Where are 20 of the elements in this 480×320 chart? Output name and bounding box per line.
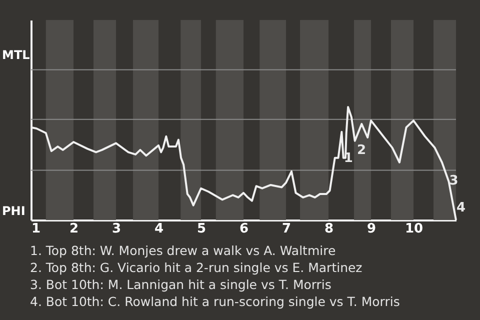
text: PHI	[2, 204, 26, 218]
x-tick-label: 3	[112, 222, 122, 236]
text: 4. Bot 10th: C. Rowland hit a run-scoring single vs T. Morris	[30, 293, 400, 310]
x-tick-label: 7	[282, 222, 292, 236]
annotation: 1	[344, 150, 353, 166]
x-tick-label: 1	[32, 222, 41, 236]
annotation: 4	[456, 200, 466, 216]
x-tick-label: 8	[324, 222, 334, 236]
x-tick-label: 10	[404, 222, 424, 236]
annotation: 3	[449, 173, 458, 188]
x-tick-label: 5	[196, 222, 206, 236]
x-tick-label: 6	[239, 222, 249, 236]
text: 2. Top 8th: G. Vicario hit a 2-run single vs E. Martinez	[30, 259, 364, 276]
x-tick-label: 2	[69, 222, 79, 236]
annotation: 2	[357, 142, 366, 158]
text: 1. Top 8th: W. Monjes drew a walk vs A. Waltmire	[30, 242, 337, 259]
x-tick-label: 9	[366, 222, 376, 236]
text: 3. Bot 10th: M. Lannigan hit a single vs T. Morris	[30, 276, 332, 293]
text: MTL	[2, 48, 30, 62]
x-tick-label: 4	[154, 222, 164, 236]
